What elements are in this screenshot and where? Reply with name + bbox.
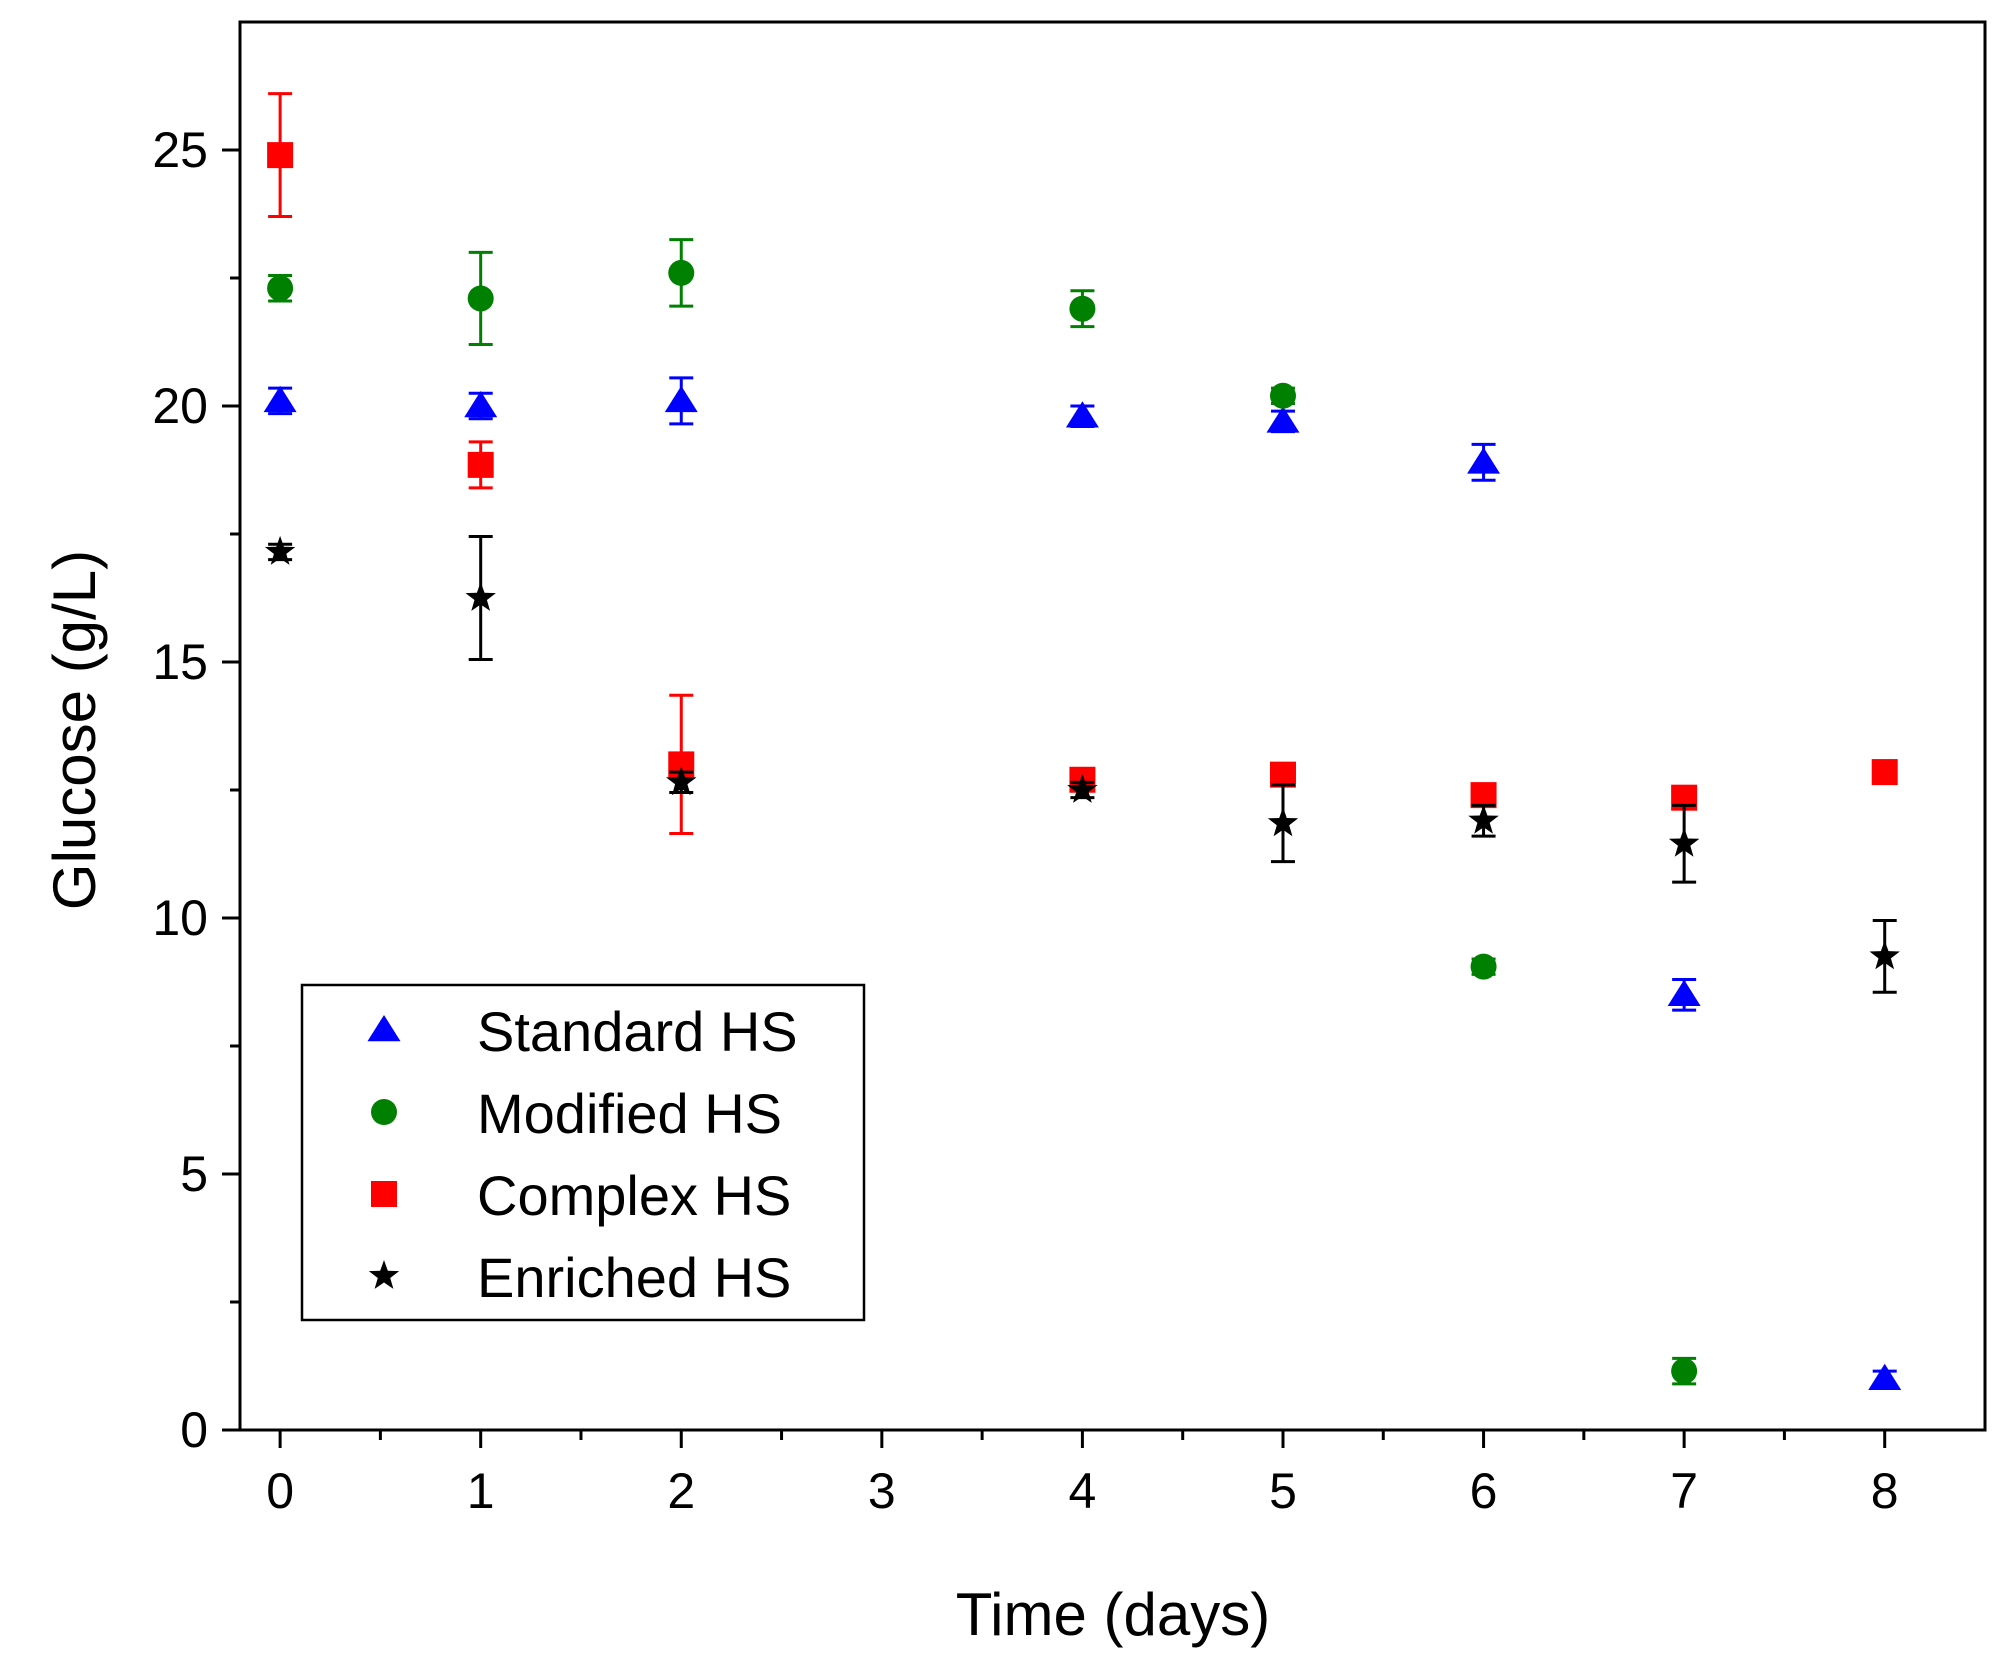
x-tick-label: 2 (667, 1463, 695, 1519)
legend-item: Modified HS (371, 1082, 782, 1145)
data-series (263, 92, 1902, 1391)
y-tick-label: 15 (152, 634, 208, 690)
data-point (1467, 447, 1501, 474)
data-point (267, 142, 294, 169)
series-complex-hs (267, 92, 1898, 836)
data-point (1868, 1363, 1902, 1391)
x-tick-label: 6 (1470, 1463, 1498, 1519)
series-modified-hs (267, 238, 1698, 1386)
data-point (467, 451, 494, 478)
x-tick-label: 5 (1269, 1463, 1297, 1519)
y-tick-label: 5 (180, 1146, 208, 1202)
y-tick-label: 10 (152, 890, 208, 946)
plot-frame (238, 20, 1987, 1432)
legend-label: Modified HS (477, 1082, 782, 1145)
x-tick-label: 7 (1670, 1463, 1698, 1519)
legend-marker (371, 1099, 397, 1125)
data-point (263, 385, 297, 413)
data-point (267, 275, 294, 302)
legend-item: Complex HS (371, 1164, 791, 1227)
data-point (264, 535, 296, 565)
x-axis-ticks: 0 1 2 3 4 5 6 7 8 (266, 1430, 1899, 1519)
y-axis-label: Glucose (g/L) (41, 550, 108, 910)
legend-marker (367, 1015, 401, 1042)
data-point (1468, 804, 1499, 834)
data-point (664, 385, 698, 413)
x-axis-label: Time (days) (956, 1581, 1270, 1648)
legend-label: Enriched HS (477, 1246, 791, 1309)
y-tick-label: 25 (152, 122, 208, 178)
data-point (1069, 295, 1096, 322)
legend-label: Complex HS (477, 1164, 791, 1227)
series-enriched-hs (264, 535, 1900, 994)
data-point (1667, 979, 1701, 1007)
data-point (1668, 827, 1700, 857)
legend-item: Standard HS (367, 1000, 798, 1063)
legend-label: Standard HS (477, 1000, 798, 1063)
data-point (1671, 1358, 1698, 1385)
data-point (1470, 782, 1497, 809)
data-point (1266, 406, 1300, 433)
y-axis-ticks: 0 5 10 15 20 25 (152, 122, 240, 1458)
data-point (666, 766, 697, 796)
data-point (464, 391, 498, 418)
series-standard-hs (263, 376, 1902, 1391)
x-tick-label: 0 (266, 1463, 294, 1519)
data-point (668, 259, 695, 286)
data-point (1869, 940, 1900, 970)
data-point (1065, 401, 1099, 428)
data-point (1470, 953, 1497, 980)
data-point (1269, 382, 1296, 409)
x-tick-label: 3 (868, 1463, 896, 1519)
data-point (465, 582, 496, 611)
legend: Standard HS Modified HS Complex HS Enriched… (300, 983, 866, 1322)
x-tick-label: 4 (1069, 1463, 1097, 1519)
y-tick-label: 20 (152, 378, 208, 434)
legend-item: Enriched HS (368, 1246, 791, 1309)
legend-marker (368, 1260, 400, 1289)
plot-border (238, 20, 1987, 1432)
x-tick-label: 1 (467, 1463, 495, 1519)
data-point (1871, 759, 1898, 786)
x-tick-label: 8 (1871, 1463, 1899, 1519)
data-point (1267, 807, 1299, 837)
legend-marker (371, 1181, 397, 1207)
data-point (1067, 774, 1098, 803)
y-tick-label: 0 (180, 1402, 208, 1458)
data-point (467, 285, 494, 312)
data-point (1269, 761, 1296, 788)
